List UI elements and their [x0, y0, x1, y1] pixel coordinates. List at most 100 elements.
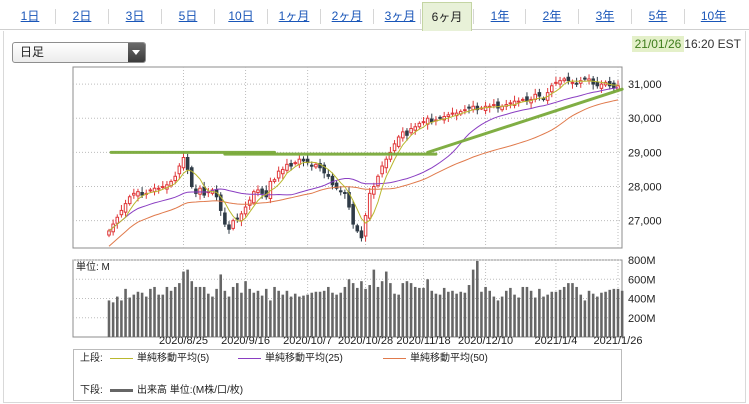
tab-separator	[267, 9, 268, 24]
volume-bar	[277, 290, 280, 337]
tab-1ヶ月[interactable]: 1ヶ月	[278, 9, 310, 23]
candle-up	[562, 78, 566, 82]
volume-bar	[240, 292, 243, 337]
volume-bar	[517, 297, 520, 337]
tab-separator	[473, 9, 474, 24]
chevron-down-icon[interactable]	[128, 43, 145, 62]
tab-2ヶ月[interactable]: 2ヶ月	[331, 9, 363, 23]
candle-down	[359, 230, 364, 239]
volume-bar	[442, 287, 446, 337]
price-plot-frame	[72, 66, 623, 249]
volume-bar	[231, 286, 235, 337]
candle-down	[260, 188, 264, 194]
volume-bar	[327, 286, 330, 337]
volume-bar	[591, 293, 595, 337]
volume-bar	[194, 286, 198, 337]
volume-bar	[459, 291, 463, 337]
candle-up	[483, 105, 488, 112]
candle-up	[599, 83, 604, 89]
volume-bar	[169, 290, 173, 337]
volume-bar	[248, 288, 251, 337]
ma25-swatch	[238, 357, 261, 359]
tab-2年[interactable]: 2年	[542, 9, 562, 23]
candle-down	[235, 217, 240, 220]
volume-bar	[236, 283, 239, 337]
tab-3ヶ月[interactable]: 3ヶ月	[384, 9, 416, 23]
candle-up	[384, 158, 389, 169]
candle-down	[338, 190, 343, 193]
volume-bar	[227, 296, 231, 337]
tab-6ヶ月[interactable]: 6ヶ月	[422, 2, 472, 31]
volume-bar	[124, 288, 127, 337]
volume-bar	[368, 285, 371, 337]
volume-bar	[401, 283, 405, 337]
candle-up	[367, 192, 372, 219]
tab-1日[interactable]: 1日	[20, 9, 40, 23]
volume-bar	[157, 294, 160, 337]
x-tick-label: 2021/1/4	[535, 335, 578, 347]
candle-down	[326, 174, 331, 177]
candle-down	[475, 105, 480, 111]
candle-up	[516, 100, 521, 103]
x-tick-label: 2020/10/7	[283, 335, 332, 347]
volume-bar	[600, 292, 603, 337]
candle-up	[243, 206, 248, 215]
candle-up	[587, 78, 591, 82]
x-tick-label: 2020/10/28	[338, 335, 393, 347]
candle-up	[293, 162, 298, 165]
candle-down	[574, 82, 579, 85]
candle-up	[239, 213, 244, 222]
volume-bar	[269, 300, 272, 337]
candle-up	[252, 191, 256, 204]
candle-up	[421, 121, 426, 124]
candle-up	[450, 112, 455, 115]
quote-timestamp: 21/01/26 16:20 EST	[631, 36, 741, 52]
volume-bar	[422, 287, 425, 337]
volume-bar	[389, 283, 392, 337]
tab-3年[interactable]: 3年	[595, 9, 615, 23]
price-y-tick-label: 28,000	[628, 182, 662, 194]
candle-down	[583, 77, 587, 80]
tab-separator	[320, 9, 321, 24]
tab-10日[interactable]: 10日	[228, 9, 254, 23]
volume-bar	[318, 291, 322, 337]
volume-bar	[612, 288, 616, 337]
tab-separator	[578, 9, 579, 24]
candle-down	[223, 212, 227, 225]
candle-up	[132, 192, 136, 196]
legend-upper-row: 上段: 単純移動平均(5) 単純移動平均(25) 単純移動平均(50)	[80, 352, 488, 366]
candle-down	[202, 186, 206, 196]
volume-bar	[128, 297, 131, 337]
volume-bar	[583, 300, 587, 337]
volume-bar	[310, 292, 314, 337]
price-y-tick-label: 27,000	[628, 216, 662, 228]
candle-down	[322, 164, 326, 174]
x-tick-label: 2020/11/18	[396, 335, 450, 347]
tab-5日[interactable]: 5日	[178, 9, 198, 23]
volume-bar	[285, 290, 289, 337]
interval-select[interactable]: 日足	[12, 42, 146, 63]
price-y-tick-label: 29,000	[628, 147, 662, 159]
candle-up	[115, 216, 120, 224]
volume-bar	[393, 293, 396, 337]
tab-10年[interactable]: 10年	[700, 9, 727, 23]
legend-ma50: 単純移動平均(50)	[383, 352, 488, 366]
tab-3日[interactable]: 3日	[125, 9, 145, 23]
volume-bar	[132, 294, 136, 337]
tab-5年[interactable]: 5年	[648, 9, 668, 23]
tab-separator	[373, 9, 374, 24]
volume-bar	[550, 291, 554, 337]
tab-2日[interactable]: 2日	[72, 9, 92, 23]
volume-bar	[579, 294, 583, 337]
volume-bar	[182, 271, 185, 337]
volume-bar	[293, 293, 297, 337]
volume-y-tick-label: 800M	[628, 255, 656, 267]
candle-up	[550, 85, 554, 93]
tab-1年[interactable]: 1年	[490, 9, 510, 23]
tab-separator	[420, 9, 421, 24]
timestamp-time: 16:20 EST	[684, 37, 741, 51]
tab-separator	[684, 9, 685, 24]
price-y-tick-label: 30,000	[628, 113, 662, 125]
volume-bar	[488, 290, 491, 337]
legend-ma50-label: 単純移動平均(50)	[410, 353, 488, 364]
